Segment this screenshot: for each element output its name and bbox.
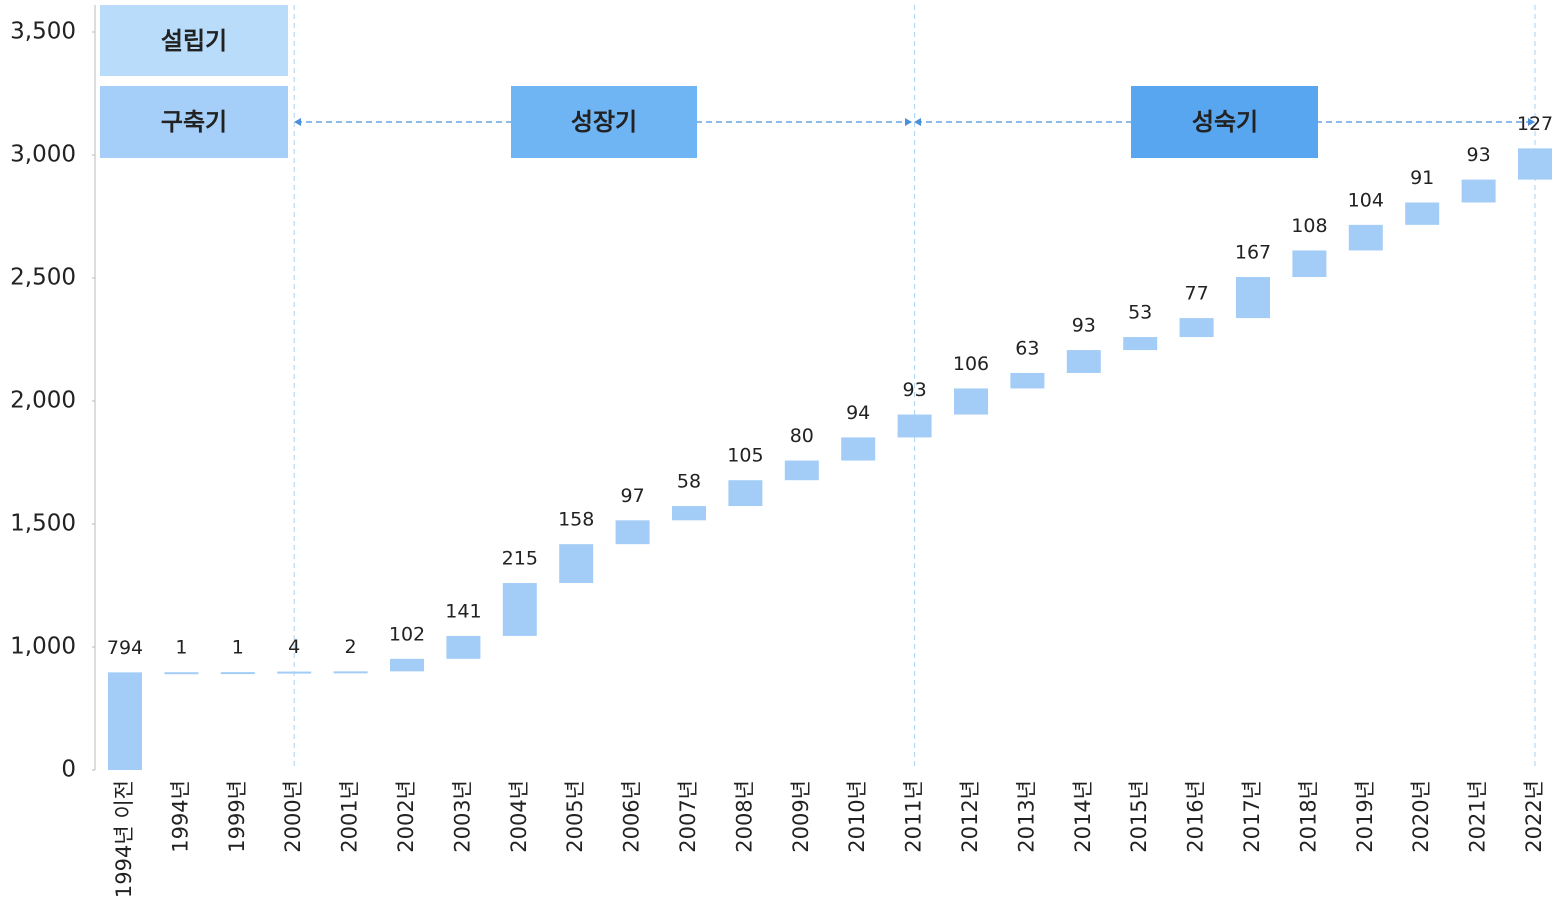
data-label: 58 (677, 471, 701, 493)
bar (1518, 148, 1552, 180)
data-label: 215 (502, 548, 538, 570)
x-tick-label: 2015년 (1127, 780, 1151, 853)
data-label: 4 (288, 636, 300, 658)
data-label: 141 (445, 600, 481, 622)
data-label: 53 (1128, 302, 1152, 324)
bar (1010, 372, 1045, 389)
bar (1179, 318, 1214, 338)
data-label: 63 (1015, 337, 1039, 359)
x-tick-label: 2003년 (450, 780, 474, 853)
bar (1292, 250, 1327, 278)
bar (164, 672, 199, 675)
x-tick-label: 2010년 (845, 780, 869, 853)
x-tick-label: 2002년 (394, 780, 418, 853)
x-tick-label: 2000년 (281, 780, 305, 853)
bar (333, 671, 368, 674)
bar (277, 671, 312, 674)
x-tick-label: 2007년 (676, 780, 700, 853)
y-tick-label: 0 (61, 757, 76, 783)
x-tick-label: 2001년 (338, 780, 362, 853)
bar (897, 414, 932, 438)
data-label: 97 (621, 485, 645, 507)
x-tick-label: 1999년 (225, 780, 249, 853)
data-label: 1 (232, 637, 244, 659)
phase-label: 성숙기 (1192, 108, 1258, 136)
phase-label: 설립기 (161, 27, 227, 55)
bar (1348, 224, 1383, 251)
bar (1066, 350, 1101, 373)
x-tick-label: 2017년 (1240, 780, 1264, 853)
phase-box (511, 86, 697, 158)
phase-label: 구축기 (161, 108, 227, 136)
y-tick-label: 3,000 (10, 142, 76, 168)
bar (390, 658, 424, 672)
data-label: 1 (175, 637, 187, 659)
phase-box (100, 5, 288, 76)
data-label: 93 (1072, 315, 1096, 337)
x-tick-label: 2016년 (1184, 780, 1208, 853)
bar (1236, 277, 1270, 319)
x-tick-label: 2006년 (620, 780, 644, 853)
bar (728, 480, 763, 507)
x-tick-label: 1994년 이전 (112, 780, 136, 898)
y-tick-label: 3,500 (10, 19, 76, 45)
data-label: 127 (1517, 113, 1553, 135)
bar (784, 460, 819, 481)
bar (1461, 179, 1496, 203)
phase-box (100, 86, 288, 158)
x-tick-label: 2004년 (507, 780, 531, 853)
bar (559, 544, 594, 584)
phase-box (1131, 86, 1318, 158)
x-tick-label: 2020년 (1409, 780, 1433, 853)
data-label: 104 (1348, 189, 1384, 211)
bar (446, 635, 481, 659)
bar (954, 388, 988, 415)
data-label: 77 (1185, 283, 1209, 305)
data-label: 167 (1235, 242, 1271, 264)
x-tick-label: 2022년 (1522, 780, 1546, 853)
x-tick-label: 2021년 (1466, 780, 1490, 853)
x-tick-label: 1994년 (168, 780, 192, 853)
y-tick-label: 1,500 (10, 511, 76, 537)
x-tick-label: 2019년 (1353, 780, 1377, 853)
x-tick-label: 2005년 (563, 780, 587, 853)
data-label: 94 (846, 402, 870, 424)
y-tick-label: 2,000 (10, 388, 76, 414)
data-label: 102 (389, 623, 425, 645)
x-tick-label: 2014년 (1071, 780, 1095, 853)
bar (1123, 337, 1158, 351)
y-tick-label: 1,000 (10, 634, 76, 660)
data-label: 93 (903, 379, 927, 401)
bar (841, 437, 876, 461)
x-tick-label: 2009년 (789, 780, 813, 853)
data-label: 91 (1410, 167, 1434, 189)
bar (502, 583, 537, 636)
x-tick-label: 2008년 (732, 780, 756, 853)
x-tick-label: 2018년 (1296, 780, 1320, 853)
phase-label: 성장기 (571, 108, 637, 136)
data-label: 158 (558, 509, 594, 531)
data-label: 794 (107, 637, 143, 659)
data-label: 2 (345, 636, 357, 658)
x-tick-label: 2012년 (958, 780, 982, 853)
data-label: 105 (727, 445, 763, 467)
data-label: 106 (953, 353, 989, 375)
x-tick-label: 2013년 (1014, 780, 1038, 853)
data-label: 108 (1291, 215, 1327, 237)
bar (672, 506, 706, 521)
data-label: 93 (1467, 144, 1491, 166)
x-tick-label: 2011년 (902, 780, 926, 853)
bar (615, 520, 650, 545)
y-tick-label: 2,500 (10, 265, 76, 291)
bar (108, 672, 142, 770)
arrow-heads (294, 118, 1535, 126)
data-label: 80 (790, 425, 814, 447)
bar (1405, 202, 1440, 225)
bar (220, 672, 255, 675)
